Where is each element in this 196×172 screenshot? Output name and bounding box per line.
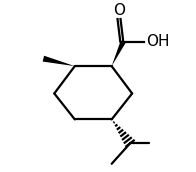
Text: OH: OH xyxy=(146,34,170,49)
Polygon shape xyxy=(43,56,75,66)
Text: O: O xyxy=(113,3,125,18)
Polygon shape xyxy=(112,40,126,66)
